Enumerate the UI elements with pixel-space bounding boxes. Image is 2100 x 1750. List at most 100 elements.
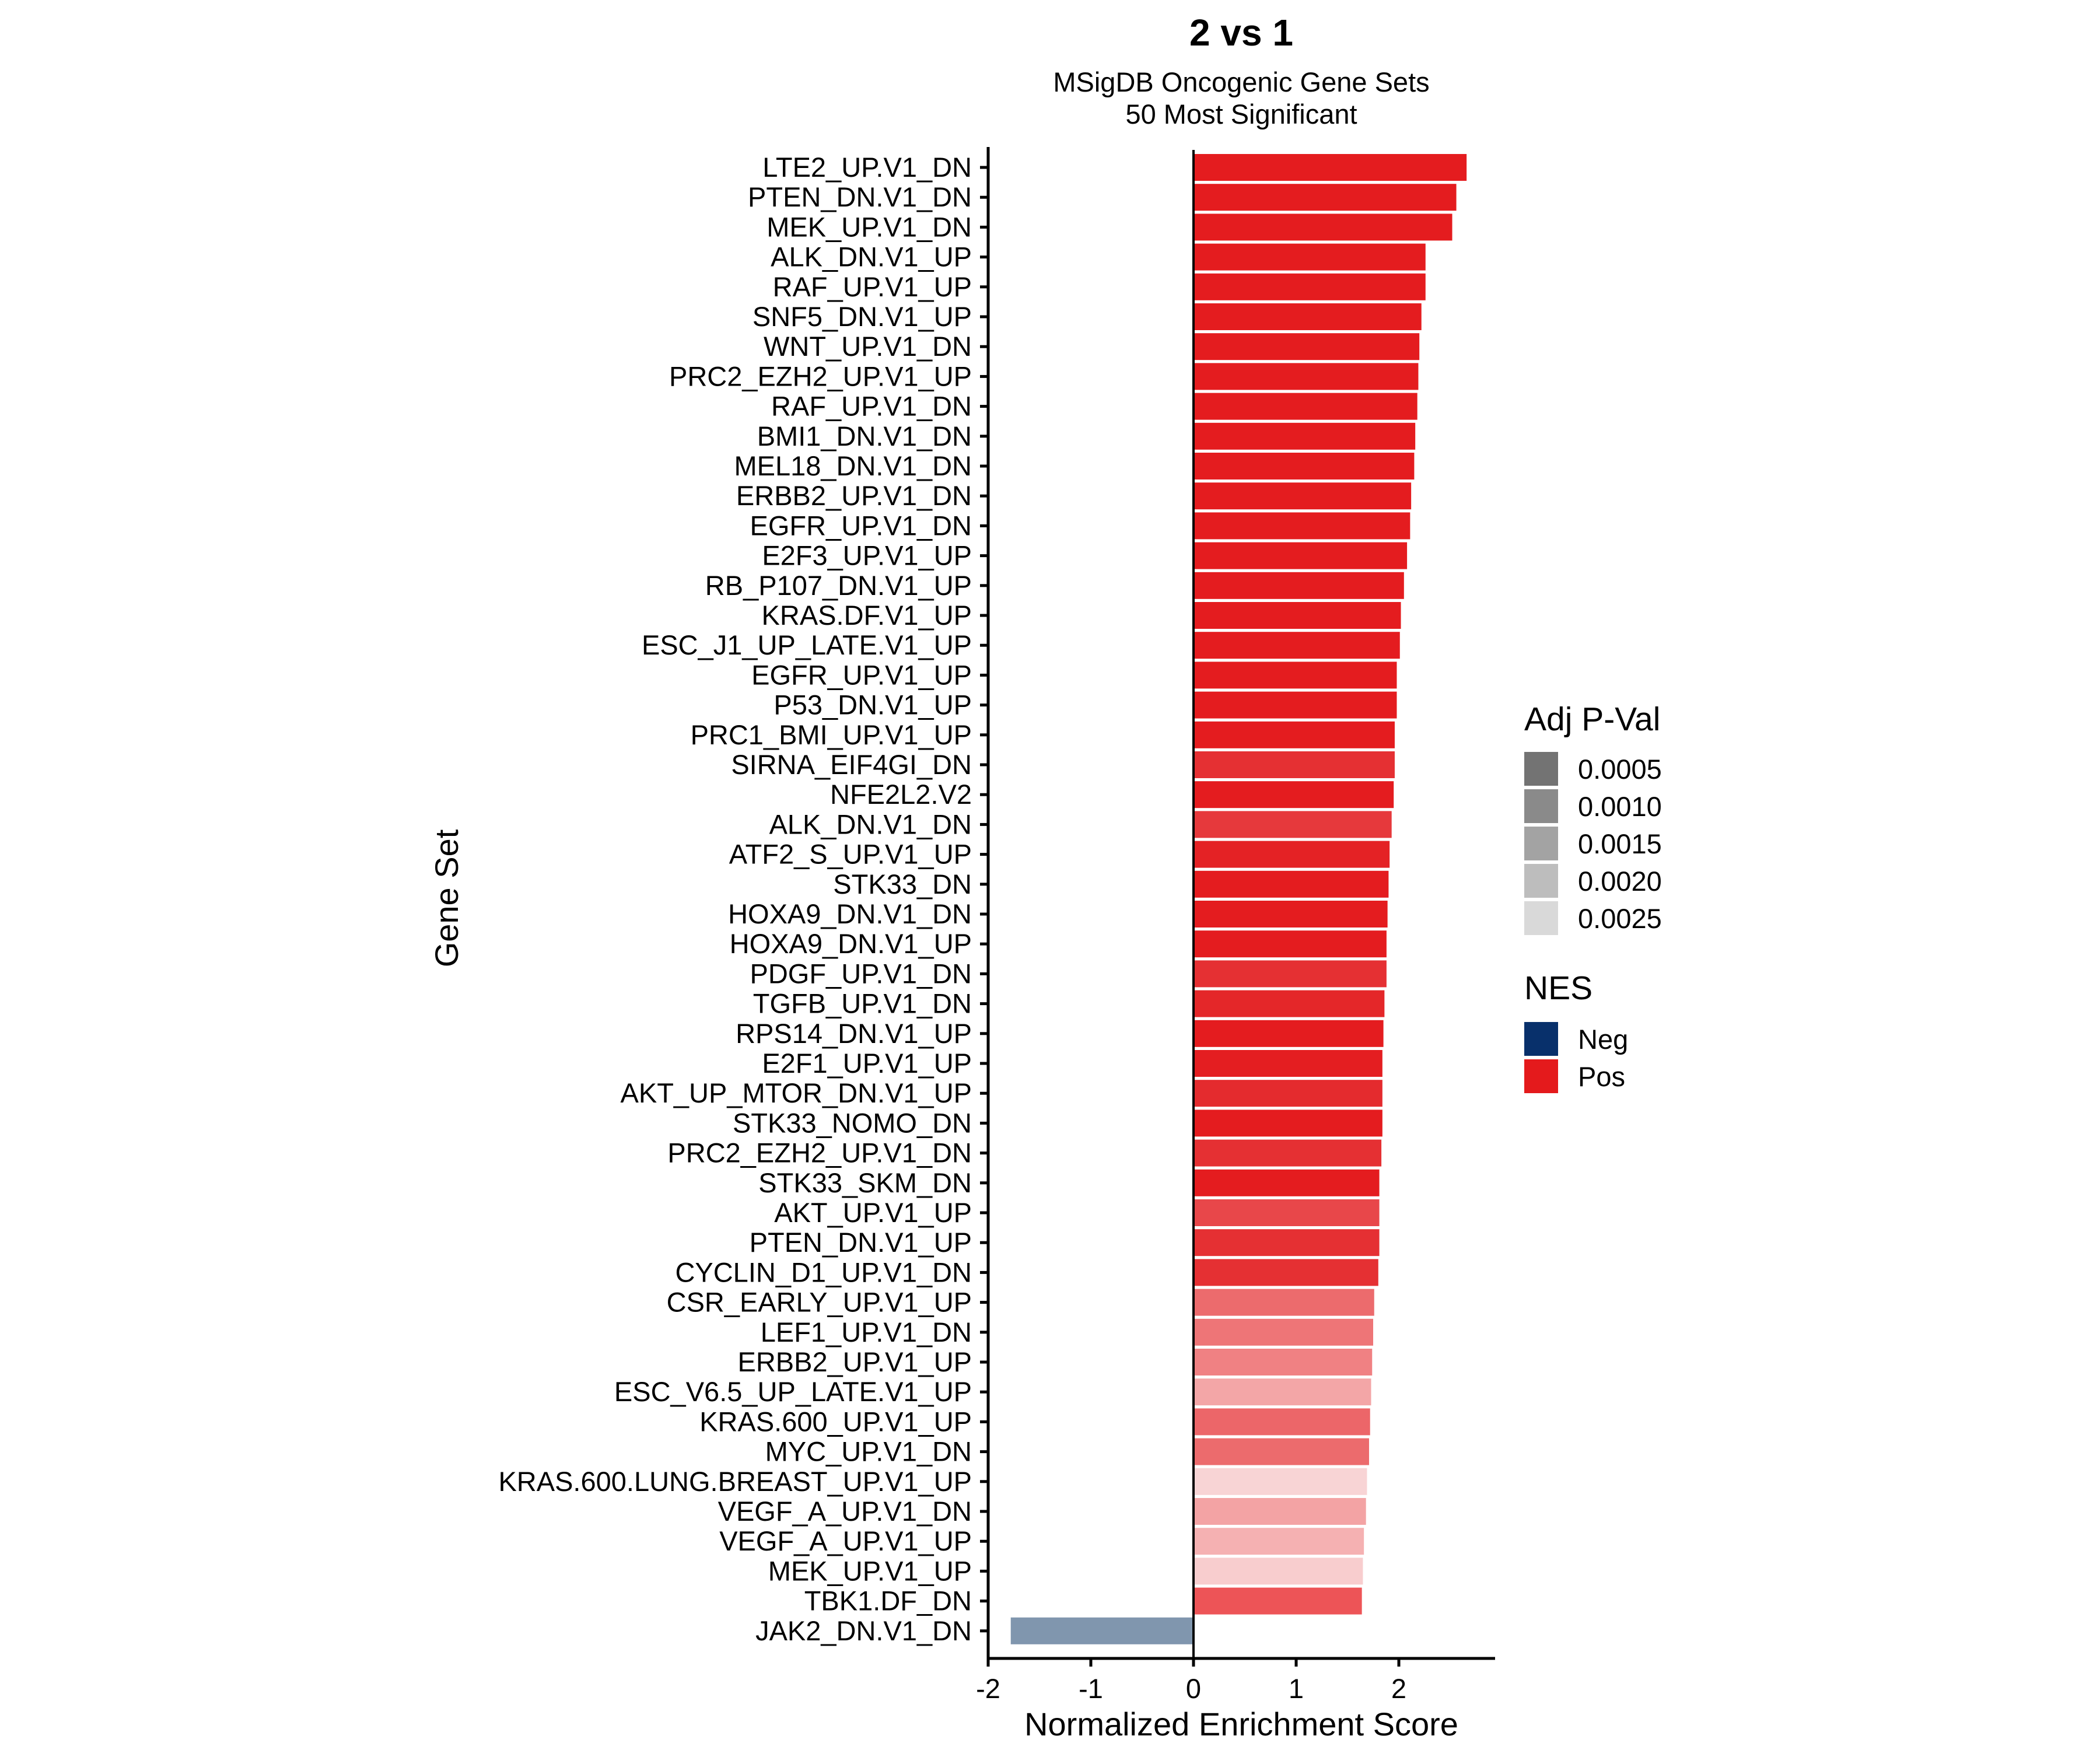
y-tick-label: AKT_UP_MTOR_DN.V1_UP: [621, 1077, 972, 1108]
chart-subtitle-line-2: 50 Most Significant: [1125, 99, 1357, 130]
legend-label: 0.0015: [1578, 828, 1662, 859]
y-tick-label: EGFR_UP.V1_DN: [750, 510, 972, 541]
y-tick-label: RB_P107_DN.V1_UP: [705, 570, 972, 601]
y-tick-label: KRAS.600.LUNG.BREAST_UP.V1_UP: [498, 1466, 972, 1497]
bar: [1194, 1587, 1362, 1615]
y-tick-label: TBK1.DF_DN: [804, 1586, 972, 1616]
y-tick-label: ESC_J1_UP_LATE.V1_UP: [642, 629, 972, 660]
bar: [1194, 751, 1395, 778]
bar: [1194, 1139, 1382, 1167]
bar: [1194, 841, 1390, 868]
bar: [1194, 512, 1410, 540]
y-tick-label: RPS14_DN.V1_UP: [736, 1018, 972, 1049]
bar: [1194, 930, 1387, 958]
legend-label: Pos: [1578, 1061, 1625, 1092]
legend-title: NES: [1524, 970, 1592, 1007]
x-axis-ticks: -2 -1 0 1 2: [976, 1658, 1406, 1704]
y-tick-label: WNT_UP.V1_DN: [764, 331, 972, 362]
bar: [1010, 1617, 1194, 1644]
y-tick-label: MYC_UP.V1_DN: [765, 1436, 972, 1467]
y-tick-label: NFE2L2.V2: [830, 779, 972, 810]
bar: [1194, 154, 1467, 181]
legend-label: 0.0005: [1578, 754, 1662, 785]
bar: [1194, 781, 1394, 808]
bar: [1194, 1199, 1380, 1226]
bar: [1194, 1169, 1380, 1196]
y-tick-label: LTE2_UP.V1_DN: [762, 152, 972, 183]
bar: [1194, 1289, 1374, 1316]
bar: [1194, 602, 1401, 629]
bar: [1194, 453, 1415, 480]
bars-group: [1010, 154, 1467, 1644]
legend-title: Adj P-Val: [1524, 701, 1660, 738]
bar: [1194, 273, 1426, 300]
y-tick-label: JAK2_DN.V1_DN: [755, 1615, 972, 1646]
y-tick-label: ALK_DN.V1_UP: [771, 242, 972, 272]
y-tick-label: PRC2_EZH2_UP.V1_UP: [669, 360, 972, 391]
y-tick-label: ERBB2_UP.V1_UP: [738, 1346, 972, 1377]
y-tick-label: LEF1_UP.V1_DN: [761, 1317, 972, 1348]
y-tick-label: HOXA9_DN.V1_DN: [728, 898, 972, 929]
y-tick-label: ALK_DN.V1_DN: [769, 808, 972, 839]
legend-adj-p-val: Adj P-Val 0.0005 0.0010 0.0015 0.0020 0.0025: [1524, 701, 1662, 935]
y-tick-label: VEGF_A_UP.V1_DN: [718, 1496, 972, 1527]
bar: [1194, 721, 1395, 748]
x-tick-label: -1: [1079, 1673, 1103, 1704]
legend-label: 0.0025: [1578, 903, 1662, 934]
y-tick-label: CSR_EARLY_UP.V1_UP: [667, 1287, 972, 1318]
bar: [1194, 960, 1387, 988]
bar: [1194, 1468, 1367, 1495]
legend-swatch: [1524, 901, 1558, 935]
y-tick-label: PDGF_UP.V1_DN: [750, 958, 972, 989]
bar: [1194, 303, 1422, 330]
bar: [1194, 691, 1397, 719]
x-tick-label: 0: [1186, 1673, 1201, 1704]
bar: [1194, 214, 1452, 241]
bar: [1194, 572, 1404, 599]
chart-subtitle-line-1: MSigDB Oncogenic Gene Sets: [1053, 66, 1429, 97]
legend-swatch: [1524, 864, 1558, 898]
y-tick-label: RAF_UP.V1_DN: [771, 391, 972, 422]
legend-nes: NES Neg Pos: [1524, 970, 1628, 1093]
bar: [1194, 1020, 1384, 1047]
bar: [1194, 1080, 1382, 1107]
y-tick-label: BMI1_DN.V1_DN: [757, 421, 972, 452]
legend: Adj P-Val 0.0005 0.0010 0.0015 0.0020 0.0025 N…: [1524, 701, 1662, 1093]
y-tick-label: E2F1_UP.V1_UP: [762, 1048, 972, 1079]
y-tick-label: STK33_SKM_DN: [758, 1167, 972, 1198]
bar: [1194, 333, 1420, 360]
bar: [1194, 662, 1397, 689]
y-tick-label: EGFR_UP.V1_UP: [751, 659, 972, 690]
y-tick-label: MEK_UP.V1_UP: [768, 1555, 972, 1586]
bar: [1194, 811, 1392, 838]
y-tick-label: PRC2_EZH2_UP.V1_DN: [667, 1138, 972, 1168]
legend-label: 0.0020: [1578, 866, 1662, 897]
y-tick-label: MEL18_DN.V1_DN: [734, 450, 972, 481]
y-tick-label: PTEN_DN.V1_DN: [748, 181, 972, 212]
bar: [1194, 542, 1408, 569]
y-tick-label: ERBB2_UP.V1_DN: [736, 480, 972, 511]
bar: [1194, 1349, 1373, 1376]
y-tick-label: ATF2_S_UP.V1_UP: [729, 839, 972, 870]
legend-swatch: [1524, 752, 1558, 786]
y-tick-label: E2F3_UP.V1_UP: [762, 540, 972, 571]
bar: [1194, 1050, 1382, 1077]
bar: [1194, 1498, 1366, 1525]
x-tick-label: 1: [1289, 1673, 1304, 1704]
bar: [1194, 184, 1457, 211]
y-axis-ticks: LTE2_UP.V1_DNPTEN_DN.V1_DNMEK_UP.V1_DNAL…: [498, 152, 988, 1646]
bar: [1194, 901, 1388, 928]
y-tick-label: KRAS.DF.V1_UP: [762, 600, 972, 631]
bar: [1194, 1378, 1371, 1406]
y-tick-label: AKT_UP.V1_UP: [774, 1197, 972, 1228]
x-tick-label: -2: [976, 1673, 1000, 1704]
bar: [1194, 1558, 1363, 1585]
chart-title: 2 vs 1: [1189, 12, 1293, 54]
bar: [1194, 243, 1426, 271]
y-tick-label: CYCLIN_D1_UP.V1_DN: [675, 1256, 972, 1287]
y-tick-label: ESC_V6.5_UP_LATE.V1_UP: [614, 1376, 972, 1407]
legend-label: Neg: [1578, 1024, 1628, 1055]
bar: [1194, 1528, 1364, 1555]
legend-swatch: [1524, 1059, 1558, 1093]
x-axis-title: Normalized Enrichment Score: [1024, 1706, 1458, 1742]
